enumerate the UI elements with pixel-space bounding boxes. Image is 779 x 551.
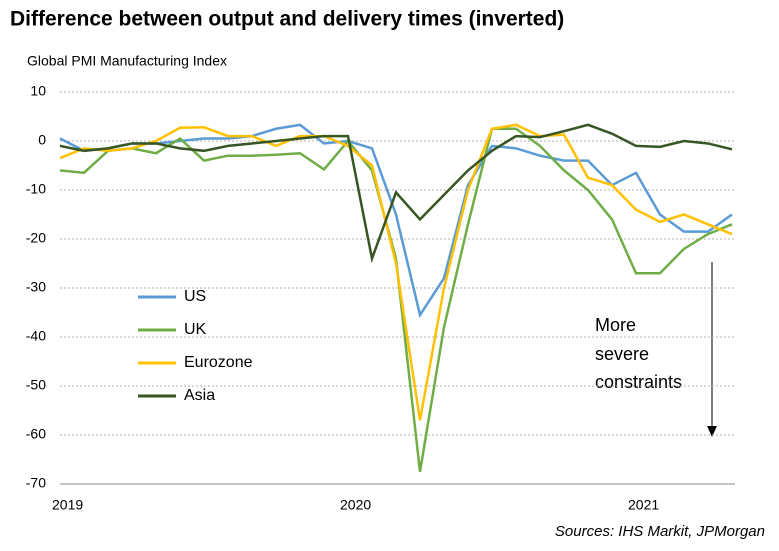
y-tick-label: 0 (38, 132, 46, 148)
y-tick-label: -20 (26, 230, 46, 246)
chart-title: Difference between output and delivery t… (10, 8, 564, 31)
x-tick-label: 2021 (628, 497, 659, 513)
legend-label: Asia (184, 387, 215, 404)
y-tick-label: -30 (26, 279, 46, 295)
x-tick-label: 2019 (52, 497, 83, 513)
y-tick-label: -60 (26, 426, 46, 442)
annotation: More (595, 315, 636, 335)
line-series (59, 123, 733, 264)
annotation: constraints (595, 372, 682, 392)
line-series (59, 127, 733, 472)
chart-subtitle: Global PMI Manufacturing Index (27, 53, 227, 69)
legend-label: US (184, 288, 206, 305)
y-tick-label: -40 (26, 328, 46, 344)
source: Sources: IHS Markit, JPMorgan (555, 523, 765, 540)
line-series (59, 123, 733, 319)
arrow-head (707, 426, 717, 437)
legend-label: Eurozone (184, 354, 253, 371)
y-tick-label: -10 (26, 181, 46, 197)
annotation: severe (595, 344, 649, 364)
y-tick-label: 10 (30, 83, 46, 99)
y-tick-label: -50 (26, 377, 46, 393)
line-series (59, 123, 733, 421)
y-tick-label: -70 (26, 475, 46, 491)
x-tick-label: 2020 (340, 497, 371, 513)
legend-label: UK (184, 321, 207, 338)
